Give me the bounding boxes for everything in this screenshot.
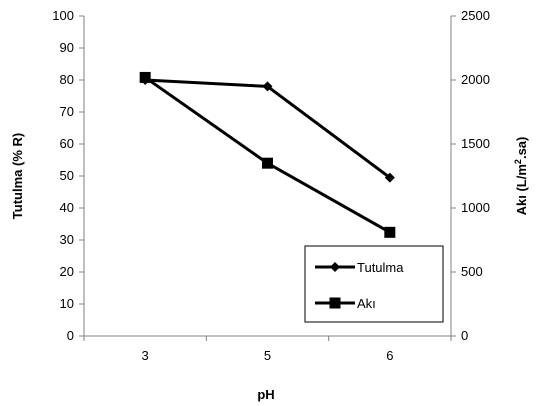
right-tick-label: 1000	[461, 200, 490, 215]
left-tick-label: 80	[60, 72, 74, 87]
x-tick-label: 6	[386, 348, 393, 363]
x-axis-title: pH	[257, 387, 274, 402]
series-point-tutulma	[384, 172, 395, 183]
legend-label-aki: Akı	[357, 296, 376, 311]
left-tick-label: 50	[60, 168, 74, 183]
left-tick-label: 70	[60, 104, 74, 119]
left-tick-label: 30	[60, 232, 74, 247]
left-tick-label: 40	[60, 200, 74, 215]
left-axis-title: Tutulma (% R)	[10, 133, 25, 219]
left-tick-label: 100	[52, 8, 74, 23]
right-axis-title-suffix: .sa)	[514, 137, 529, 159]
series-point-aki	[139, 71, 151, 83]
left-tick-label: 10	[60, 296, 74, 311]
right-tick-label: 0	[461, 328, 468, 343]
legend-box	[304, 245, 444, 323]
left-tick-label: 90	[60, 40, 74, 55]
right-tick-label: 500	[461, 264, 483, 279]
legend-marker-aki	[329, 297, 341, 309]
legend-marker-tutulma	[330, 262, 340, 272]
right-tick-label: 1500	[461, 136, 490, 151]
right-tick-label: 2500	[461, 8, 490, 23]
x-axis-ticks: 3 5 6	[83, 336, 452, 363]
series-point-tutulma	[262, 81, 273, 92]
right-axis-title-superscript: 2	[513, 159, 523, 164]
left-tick-label: 20	[60, 264, 74, 279]
right-axis-title: Akı (L/m2.sa)	[513, 137, 529, 216]
series-point-aki	[384, 226, 396, 238]
right-axis-ticks: 0 500 1000 1500 2000 2500	[451, 8, 490, 343]
right-axis-title-prefix: Akı (L/m	[514, 164, 529, 215]
left-tick-label: 0	[67, 328, 74, 343]
series-point-aki	[262, 157, 273, 169]
series-line-aki	[144, 76, 391, 234]
left-tick-label: 60	[60, 136, 74, 151]
series-layer	[139, 71, 396, 238]
legend-label-tutulma: Tutulma	[357, 260, 404, 275]
left-axis-ticks: 0 10 20 30 40 50 60 70 80 90 100	[52, 8, 84, 343]
right-tick-label: 2000	[461, 72, 490, 87]
x-tick-label: 5	[264, 348, 271, 363]
x-tick-label: 3	[142, 348, 149, 363]
legend: Tutulma Akı	[304, 245, 444, 323]
